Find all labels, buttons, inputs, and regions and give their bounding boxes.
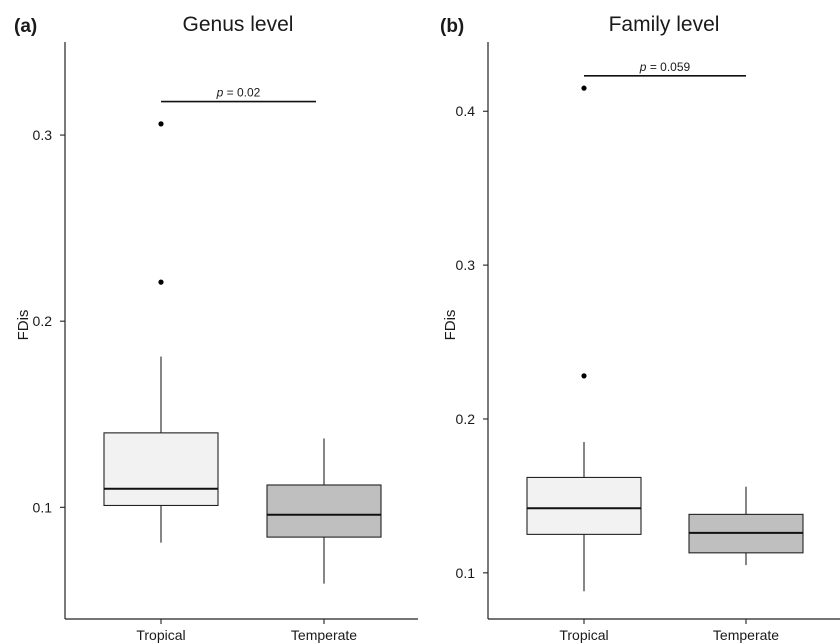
panel-genus-level: (a) Genus level FDis 0.10.20.3 Tropical T…: [14, 13, 418, 643]
panel-label-b: (b): [440, 16, 464, 37]
panel-label-a: (a): [14, 16, 37, 37]
y-tick-label: 0.1: [456, 565, 476, 581]
p-value-label: p = 0.02: [216, 86, 261, 100]
x-tick-label: Tropical: [136, 627, 185, 643]
box-tropical: [103, 432, 219, 507]
x-ticks-a: Tropical Temperate: [136, 619, 357, 643]
box-tropical: [526, 476, 642, 535]
y-tick-label: 0.2: [33, 313, 53, 329]
y-axis-label-a: FDis: [15, 310, 32, 341]
y-axis-label-b: FDis: [442, 310, 459, 341]
y-tick-label: 0.4: [456, 103, 476, 119]
outlier-point: [581, 85, 587, 91]
y-ticks-a: 0.1 0.2 0.3: [33, 127, 65, 515]
box-temperate: [266, 484, 382, 538]
chart-title-genus: Genus level: [183, 13, 294, 36]
x-tick-label: Tropical: [559, 627, 608, 643]
x-tick-label: Temperate: [291, 627, 357, 643]
outlier-point: [581, 373, 587, 379]
y-ticks-b: 0.1 0.2 0.3 0.4: [456, 103, 488, 581]
annotation-a: p = 0.02: [161, 86, 316, 103]
x-ticks-b: Tropical Temperate: [559, 619, 779, 643]
chart-title-family: Family level: [609, 13, 720, 36]
x-tick-label: Temperate: [713, 627, 779, 643]
p-value-label: p = 0.059: [639, 60, 691, 74]
boxes-a: [103, 121, 382, 584]
y-tick-label: 0.3: [456, 257, 476, 273]
annotation-b: p = 0.059: [584, 60, 746, 77]
y-tick-label: 0.2: [456, 411, 476, 427]
outlier-point: [158, 121, 164, 127]
outlier-point: [158, 279, 164, 285]
boxes-b: [526, 85, 804, 592]
y-tick-label: 0.3: [33, 127, 53, 143]
y-tick-label: 0.1: [33, 499, 53, 515]
panel-family-level: (b) Family level FDis 0.1 0.2 0.3 0.4 Tropi…: [440, 13, 840, 643]
